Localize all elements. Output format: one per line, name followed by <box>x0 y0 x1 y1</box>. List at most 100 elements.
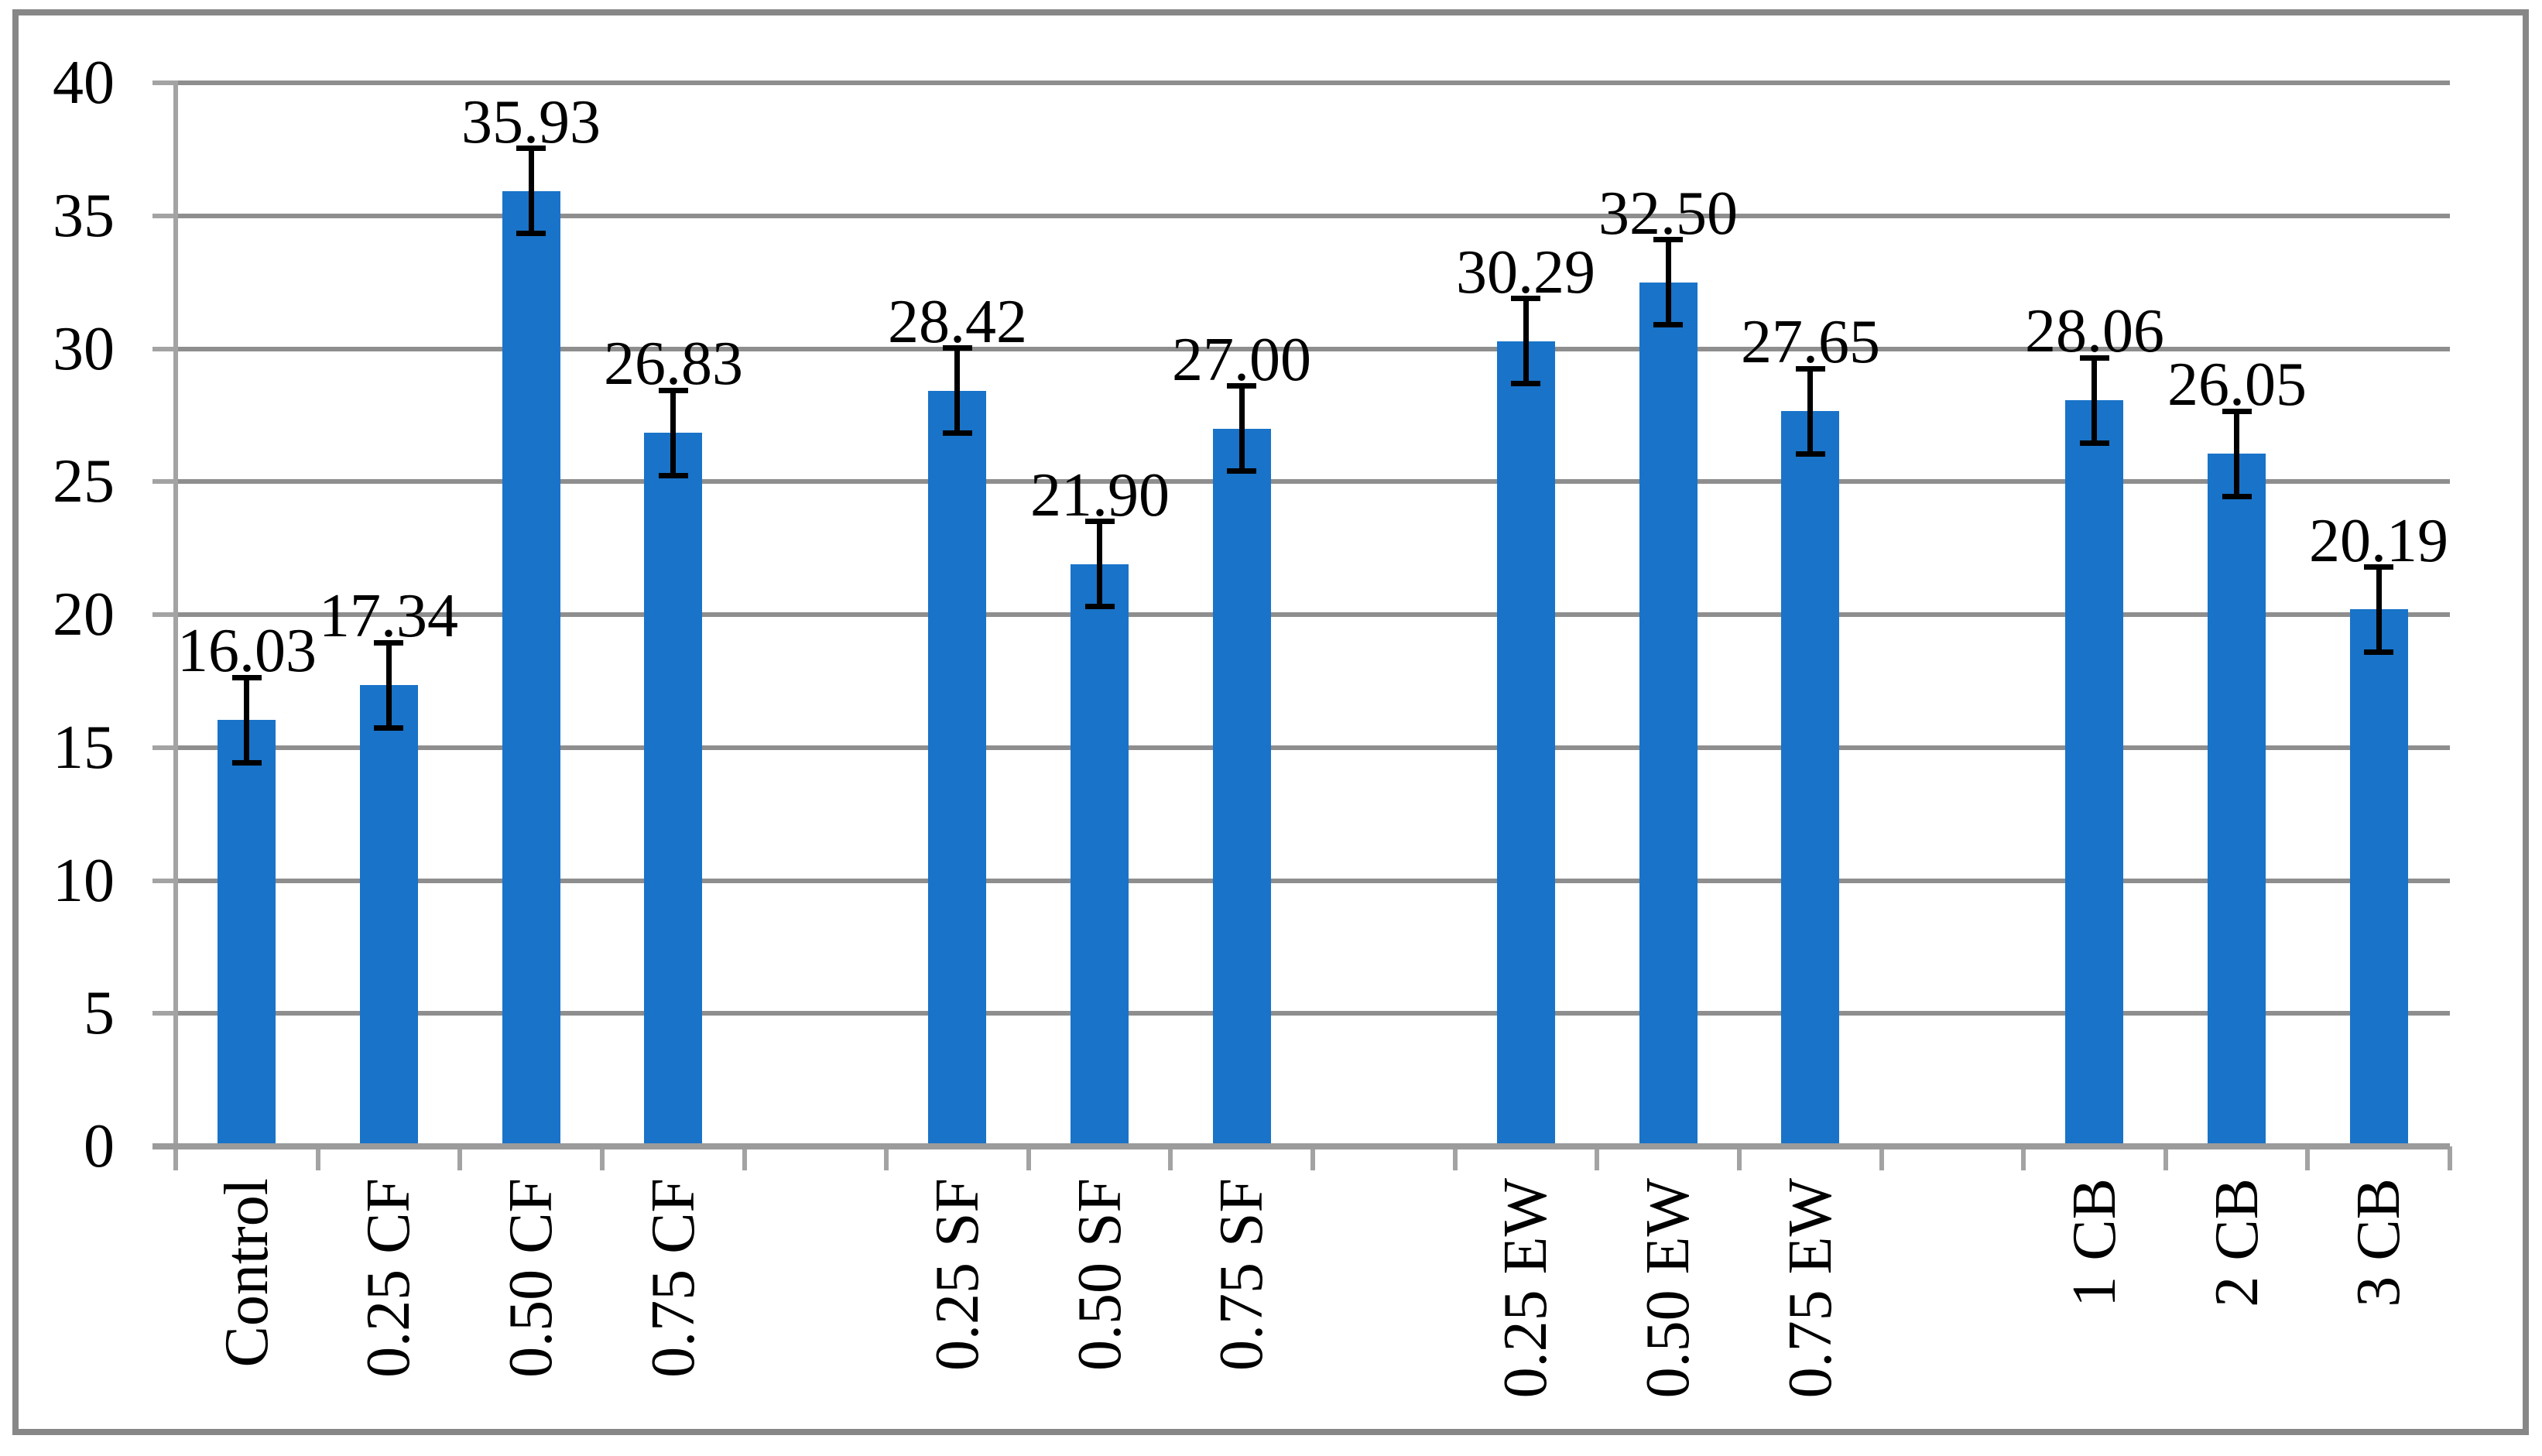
x-axis-tick <box>1595 1146 1599 1170</box>
category-label: 0.75 EW <box>1776 1178 1845 1434</box>
error-bar-bottom-cap <box>1227 468 1256 474</box>
category-label-text: 3 CB <box>2345 1178 2413 1307</box>
bar <box>218 720 276 1146</box>
error-bar <box>1807 368 1813 454</box>
y-axis-tick <box>152 479 176 484</box>
data-label: 17.34 <box>319 582 458 650</box>
bar <box>2350 609 2408 1146</box>
category-label: 2 CB <box>2203 1178 2271 1434</box>
gridline <box>176 347 2450 351</box>
y-axis-tick <box>152 612 176 617</box>
error-bar-top-cap <box>1796 366 1825 372</box>
y-axis-tick <box>152 347 176 351</box>
error-bar-top-cap <box>1511 296 1540 301</box>
category-label-text: 0.75 CF <box>639 1178 707 1378</box>
error-bar-top-cap <box>1085 519 1115 524</box>
error-bar-bottom-cap <box>516 231 546 236</box>
bar <box>1497 341 1555 1146</box>
error-bar <box>954 348 960 433</box>
y-axis-tick <box>152 81 176 85</box>
y-axis-tick-label: 20 <box>53 581 115 649</box>
error-bar-top-cap <box>516 146 546 151</box>
error-bar-top-cap <box>2222 409 2252 414</box>
category-label-text: 0.25 SF <box>923 1178 992 1371</box>
gridline <box>176 879 2450 883</box>
y-axis-tick <box>152 214 176 218</box>
y-axis-tick-label: 5 <box>84 979 115 1047</box>
y-axis-tick-label: 0 <box>84 1112 115 1180</box>
gridline <box>176 214 2450 218</box>
error-bar-bottom-cap <box>659 473 688 478</box>
bar <box>360 685 418 1146</box>
data-label: 28.06 <box>2025 297 2164 365</box>
error-bar <box>1097 522 1102 607</box>
bar <box>2208 454 2266 1146</box>
category-label: 0.75 SF <box>1208 1178 1276 1434</box>
error-bar-bottom-cap <box>1653 322 1683 327</box>
bar <box>1781 411 1839 1146</box>
error-bar-bottom-cap <box>943 430 972 436</box>
chart-border <box>12 9 2529 1435</box>
category-label-text: 0.50 SF <box>1066 1178 1134 1371</box>
error-bar <box>1523 299 1529 384</box>
data-label: 21.90 <box>1030 461 1170 529</box>
x-axis-tick <box>1168 1146 1173 1170</box>
gridline <box>176 81 2450 85</box>
gridline <box>176 612 2450 617</box>
category-label-text: 0.50 CF <box>497 1178 565 1378</box>
y-axis-tick-label: 35 <box>53 182 115 250</box>
category-label: 0.75 CF <box>639 1178 707 1434</box>
category-label-text: 0.75 EW <box>1776 1178 1845 1399</box>
category-label: 0.25 EW <box>1492 1178 1560 1434</box>
x-axis-tick <box>600 1146 605 1170</box>
data-label: 30.29 <box>1456 238 1595 307</box>
error-bar-top-cap <box>943 345 972 351</box>
error-bar-top-cap <box>232 675 262 680</box>
category-label: 0.50 SF <box>1066 1178 1134 1434</box>
category-label-text: 0.50 EW <box>1634 1178 1702 1399</box>
error-bar-bottom-cap <box>1085 604 1115 609</box>
error-bar-bottom-cap <box>2080 440 2109 446</box>
data-label: 26.05 <box>2167 351 2307 419</box>
error-bar-top-cap <box>659 388 688 393</box>
category-label-text: 0.25 EW <box>1492 1178 1560 1399</box>
y-axis-tick-label: 30 <box>53 315 115 383</box>
error-bar-top-cap <box>2080 355 2109 361</box>
category-label-text: 0.75 SF <box>1208 1178 1276 1371</box>
error-bar-bottom-cap <box>1796 451 1825 457</box>
x-axis-tick <box>2021 1146 2026 1170</box>
category-label: Control <box>213 1178 281 1434</box>
x-axis-tick <box>2305 1146 2310 1170</box>
error-bar-bottom-cap <box>232 760 262 766</box>
y-axis-tick-label: 40 <box>53 49 115 117</box>
y-axis-tick <box>152 879 176 883</box>
x-axis-tick <box>2163 1146 2168 1170</box>
y-axis-tick <box>152 745 176 750</box>
bar <box>928 391 986 1146</box>
error-bar-top-cap <box>1653 237 1683 242</box>
y-axis-tick-label: 15 <box>53 714 115 782</box>
error-bar <box>2376 567 2382 653</box>
category-label: 0.50 CF <box>497 1178 565 1434</box>
gridline <box>176 479 2450 484</box>
error-bar <box>386 642 392 728</box>
data-label: 26.83 <box>604 330 743 398</box>
category-label: 3 CB <box>2345 1178 2413 1434</box>
data-label: 28.42 <box>888 288 1027 356</box>
data-label: 35.93 <box>461 88 601 156</box>
y-axis-line <box>173 81 178 1170</box>
category-label-text: 0.25 CF <box>355 1178 423 1378</box>
error-bar-top-cap <box>2364 564 2393 570</box>
bar <box>1639 283 1698 1146</box>
data-label: 32.50 <box>1598 180 1738 248</box>
error-bar <box>2091 358 2097 443</box>
bar <box>1213 429 1271 1146</box>
error-bar-bottom-cap <box>2222 494 2252 499</box>
category-label: 0.50 EW <box>1634 1178 1702 1434</box>
error-bar-bottom-cap <box>1511 381 1540 386</box>
error-bar-bottom-cap <box>374 725 403 731</box>
category-label-text: 2 CB <box>2203 1178 2271 1307</box>
data-label: 20.19 <box>2309 507 2448 575</box>
data-label: 27.65 <box>1741 308 1880 376</box>
